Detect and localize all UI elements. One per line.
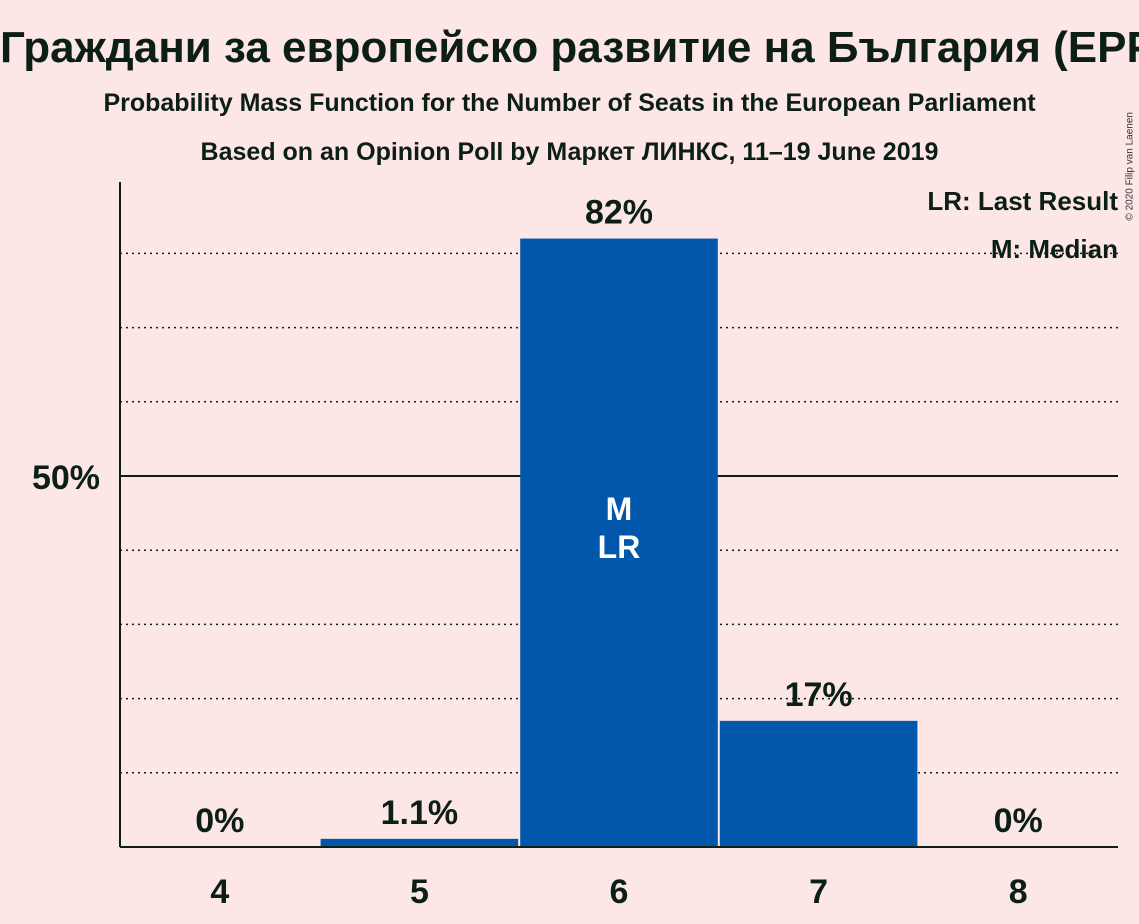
x-tick-label: 7 <box>809 873 828 911</box>
bar-value-label: 0% <box>994 802 1043 840</box>
chart-subtitle: Probability Mass Function for the Number… <box>103 89 1036 117</box>
bar-value-label: 82% <box>585 194 653 232</box>
x-tick-label: 4 <box>210 873 229 911</box>
bar-value-label: 0% <box>195 802 244 840</box>
chart-subtitle-source: Based on an Opinion Poll by Маркет ЛИНКС… <box>200 138 939 166</box>
x-tick-label: 5 <box>410 873 429 911</box>
bar-value-label: 17% <box>785 676 853 714</box>
bar <box>719 720 918 847</box>
bar-annotation-label: LR <box>598 529 641 565</box>
legend-median: M: Median <box>991 234 1118 264</box>
bar-value-label: 1.1% <box>381 794 459 832</box>
bar <box>320 838 519 847</box>
x-tick-label: 8 <box>1009 873 1028 911</box>
chart-title: Граждани за европейско развитие на Бълга… <box>0 23 1139 72</box>
y-tick-label: 50% <box>32 459 100 497</box>
legend-last-result: LR: Last Result <box>927 186 1118 216</box>
x-tick-label: 6 <box>610 873 629 911</box>
bar-annotation-label: M <box>606 491 633 527</box>
bar <box>520 238 718 847</box>
